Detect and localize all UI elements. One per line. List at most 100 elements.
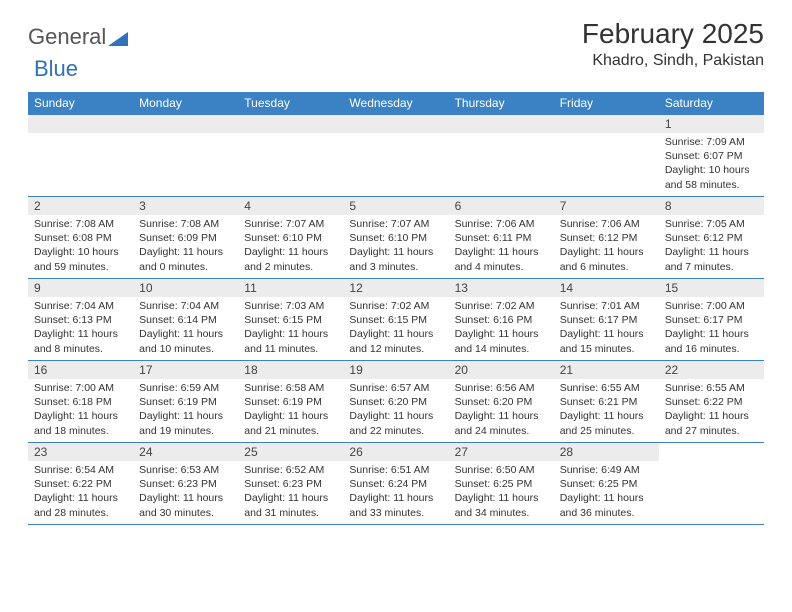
day-number: 18 (238, 361, 343, 379)
day-cell: 12 Sunrise: 7:02 AMSunset: 6:15 PMDayligh… (343, 279, 448, 361)
sunset-line: Sunset: 6:25 PM (560, 477, 653, 491)
daylight-line: Daylight: 11 hours and 30 minutes. (139, 491, 232, 519)
weekday-header-row: SundayMondayTuesdayWednesdayThursdayFrid… (28, 92, 764, 115)
empty-cell (133, 115, 238, 197)
sunset-line: Sunset: 6:13 PM (34, 313, 127, 327)
month-title: February 2025 (582, 18, 764, 50)
day-details: Sunrise: 7:02 AMSunset: 6:16 PMDaylight:… (449, 297, 554, 360)
sunset-line: Sunset: 6:12 PM (560, 231, 653, 245)
day-details: Sunrise: 6:51 AMSunset: 6:24 PMDaylight:… (343, 461, 448, 524)
day-cell: 3Sunrise: 7:08 AMSunset: 6:09 PMDaylight… (133, 197, 238, 279)
day-number: 5 (343, 197, 448, 215)
day-details: Sunrise: 7:04 AMSunset: 6:14 PMDaylight:… (133, 297, 238, 360)
day-number: 20 (449, 361, 554, 379)
day-number: 26 (343, 443, 448, 461)
empty-daynum (554, 115, 659, 133)
sunset-line: Sunset: 6:22 PM (665, 395, 758, 409)
day-number: 1 (659, 115, 764, 133)
sunrise-line: Sunrise: 6:57 AM (349, 381, 442, 395)
day-details: Sunrise: 7:00 AMSunset: 6:17 PMDaylight:… (659, 297, 764, 360)
day-details: Sunrise: 6:58 AMSunset: 6:19 PMDaylight:… (238, 379, 343, 442)
sunset-line: Sunset: 6:12 PM (665, 231, 758, 245)
sunset-line: Sunset: 6:18 PM (34, 395, 127, 409)
daylight-line: Daylight: 11 hours and 31 minutes. (244, 491, 337, 519)
empty-daynum (343, 115, 448, 133)
weekday-header: Thursday (449, 92, 554, 115)
day-cell: 14Sunrise: 7:01 AMSunset: 6:17 PMDayligh… (554, 279, 659, 361)
day-cell: 17Sunrise: 6:59 AMSunset: 6:19 PMDayligh… (133, 361, 238, 443)
sunrise-line: Sunrise: 7:01 AM (560, 299, 653, 313)
day-cell: 6Sunrise: 7:06 AMSunset: 6:11 PMDaylight… (449, 197, 554, 279)
day-number: 13 (449, 279, 554, 297)
day-number: 4 (238, 197, 343, 215)
empty-cell (659, 443, 764, 525)
sunrise-line: Sunrise: 7:04 AM (34, 299, 127, 313)
day-details: Sunrise: 7:08 AMSunset: 6:08 PMDaylight:… (28, 215, 133, 278)
sunrise-line: Sunrise: 7:09 AM (665, 135, 758, 149)
sunset-line: Sunset: 6:15 PM (349, 313, 442, 327)
day-number: 10 (133, 279, 238, 297)
empty-daynum (238, 115, 343, 133)
daylight-line: Daylight: 11 hours and 8 minutes. (34, 327, 127, 355)
day-details: Sunrise: 6:55 AMSunset: 6:22 PMDaylight:… (659, 379, 764, 442)
daylight-line: Daylight: 11 hours and 7 minutes. (665, 245, 758, 273)
day-details: Sunrise: 7:04 AMSunset: 6:13 PMDaylight:… (28, 297, 133, 360)
day-details: Sunrise: 6:59 AMSunset: 6:19 PMDaylight:… (133, 379, 238, 442)
day-details: Sunrise: 7:01 AMSunset: 6:17 PMDaylight:… (554, 297, 659, 360)
day-cell: 1Sunrise: 7:09 AMSunset: 6:07 PMDaylight… (659, 115, 764, 197)
sunset-line: Sunset: 6:16 PM (455, 313, 548, 327)
weekday-header: Saturday (659, 92, 764, 115)
day-number: 2 (28, 197, 133, 215)
daylight-line: Daylight: 11 hours and 21 minutes. (244, 409, 337, 437)
empty-cell (238, 115, 343, 197)
empty-cell (28, 115, 133, 197)
daylight-line: Daylight: 11 hours and 24 minutes. (455, 409, 548, 437)
day-number: 3 (133, 197, 238, 215)
calendar-body: 1Sunrise: 7:09 AMSunset: 6:07 PMDaylight… (28, 115, 764, 525)
daylight-line: Daylight: 11 hours and 12 minutes. (349, 327, 442, 355)
logo-text-2: Blue (34, 56, 78, 81)
weekday-header: Friday (554, 92, 659, 115)
day-number: 8 (659, 197, 764, 215)
sunset-line: Sunset: 6:19 PM (244, 395, 337, 409)
day-details: Sunrise: 6:57 AMSunset: 6:20 PMDaylight:… (343, 379, 448, 442)
day-cell: 23Sunrise: 6:54 AMSunset: 6:22 PMDayligh… (28, 443, 133, 525)
empty-cell (554, 115, 659, 197)
sunrise-line: Sunrise: 6:51 AM (349, 463, 442, 477)
day-details: Sunrise: 6:50 AMSunset: 6:25 PMDaylight:… (449, 461, 554, 524)
sunrise-line: Sunrise: 7:00 AM (665, 299, 758, 313)
day-cell: 21Sunrise: 6:55 AMSunset: 6:21 PMDayligh… (554, 361, 659, 443)
daylight-line: Daylight: 11 hours and 15 minutes. (560, 327, 653, 355)
sunset-line: Sunset: 6:22 PM (34, 477, 127, 491)
day-cell: 25Sunrise: 6:52 AMSunset: 6:23 PMDayligh… (238, 443, 343, 525)
calendar-row: 9Sunrise: 7:04 AMSunset: 6:13 PMDaylight… (28, 279, 764, 361)
sunrise-line: Sunrise: 6:58 AM (244, 381, 337, 395)
calendar-row: 16Sunrise: 7:00 AMSunset: 6:18 PMDayligh… (28, 361, 764, 443)
day-cell: 11Sunrise: 7:03 AMSunset: 6:15 PMDayligh… (238, 279, 343, 361)
sunrise-line: Sunrise: 6:53 AM (139, 463, 232, 477)
calendar-row: 2Sunrise: 7:08 AMSunset: 6:08 PMDaylight… (28, 197, 764, 279)
day-number: 12 (343, 279, 448, 297)
daylight-line: Daylight: 11 hours and 18 minutes. (34, 409, 127, 437)
day-details: Sunrise: 6:54 AMSunset: 6:22 PMDaylight:… (28, 461, 133, 524)
sunset-line: Sunset: 6:24 PM (349, 477, 442, 491)
sunrise-line: Sunrise: 6:55 AM (665, 381, 758, 395)
daylight-line: Daylight: 11 hours and 10 minutes. (139, 327, 232, 355)
sunrise-line: Sunrise: 7:06 AM (455, 217, 548, 231)
day-number: 11 (238, 279, 343, 297)
daylight-line: Daylight: 10 hours and 59 minutes. (34, 245, 127, 273)
day-details: Sunrise: 7:03 AMSunset: 6:15 PMDaylight:… (238, 297, 343, 360)
daylight-line: Daylight: 11 hours and 6 minutes. (560, 245, 653, 273)
sunset-line: Sunset: 6:23 PM (244, 477, 337, 491)
sunrise-line: Sunrise: 7:02 AM (349, 299, 442, 313)
day-details: Sunrise: 7:08 AMSunset: 6:09 PMDaylight:… (133, 215, 238, 278)
daylight-line: Daylight: 11 hours and 3 minutes. (349, 245, 442, 273)
daylight-line: Daylight: 11 hours and 2 minutes. (244, 245, 337, 273)
sunrise-line: Sunrise: 7:08 AM (34, 217, 127, 231)
day-cell: 2Sunrise: 7:08 AMSunset: 6:08 PMDaylight… (28, 197, 133, 279)
sunset-line: Sunset: 6:15 PM (244, 313, 337, 327)
daylight-line: Daylight: 10 hours and 58 minutes. (665, 163, 758, 191)
day-details: Sunrise: 6:52 AMSunset: 6:23 PMDaylight:… (238, 461, 343, 524)
day-details: Sunrise: 7:00 AMSunset: 6:18 PMDaylight:… (28, 379, 133, 442)
day-number: 7 (554, 197, 659, 215)
